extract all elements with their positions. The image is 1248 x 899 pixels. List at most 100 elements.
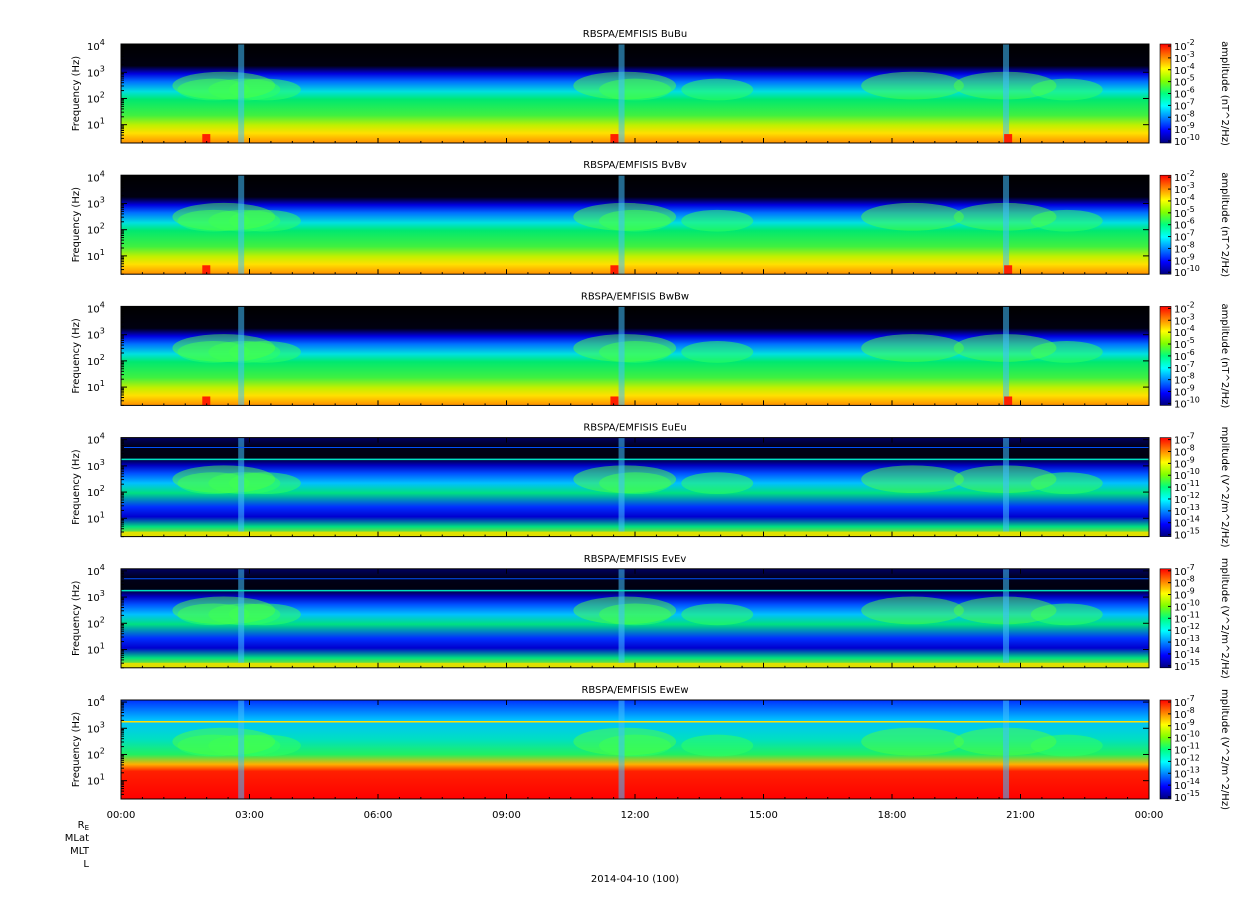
spectrogram-panel: RBSPA/EMFISIS BwBw 104 103 102 101 Frequency … [71, 291, 1230, 410]
perigee-crossing-stripe [238, 175, 245, 275]
low-frequency-enhancement [1004, 134, 1013, 143]
y-axis-label: Frequency (Hz) [71, 581, 82, 657]
y-tick-label: 102 [87, 90, 105, 105]
perigee-crossing-stripe [618, 175, 625, 275]
low-frequency-enhancement [202, 134, 211, 143]
perigee-crossing-stripe [618, 306, 625, 406]
y-tick-label: 104 [87, 300, 105, 315]
y-tick-label: 104 [87, 169, 105, 184]
low-frequency-enhancement [610, 134, 619, 143]
chorus-patch [573, 202, 677, 231]
y-tick-label: 101 [87, 248, 105, 263]
chorus-patch [573, 334, 677, 362]
spectrogram-panel: RBSPA/EMFISIS EvEv 104 103 102 101 Frequency … [71, 554, 1230, 679]
perigee-crossing-stripe [618, 44, 625, 143]
y-tick-label: 104 [87, 432, 105, 447]
spectrogram-panel: RBSPA/EMFISIS EwEw 104 103 102 101 Frequency … [71, 685, 1230, 810]
low-frequency-enhancement [610, 396, 619, 406]
colorbar-label: mplitude (V^2/m^2/Hz) [1219, 558, 1230, 679]
x-tick-label: 15:00 [749, 810, 778, 821]
x-tick-label: 09:00 [492, 810, 521, 821]
spectrogram-panels: RBSPA/EMFISIS BuBu 104 103 102 101 Frequency … [71, 29, 1230, 821]
colorbar-label: mplitude (V^2/m^2/Hz) [1219, 689, 1230, 810]
y-tick-label: 101 [87, 641, 105, 656]
perigee-crossing-stripe [238, 437, 245, 537]
chorus-patch [573, 465, 677, 494]
y-tick-label: 103 [87, 720, 105, 735]
perigee-crossing-stripe [1003, 568, 1010, 668]
chorus-patch [172, 465, 276, 494]
perigee-crossing-stripe [1003, 44, 1010, 143]
chorus-patch [573, 71, 677, 100]
chorus-patch [172, 596, 276, 625]
y-axis-label: Frequency (Hz) [71, 187, 82, 263]
perigee-crossing-stripe [1003, 700, 1010, 799]
perigee-crossing-stripe [1003, 306, 1010, 406]
x-tick-label: 03:00 [235, 810, 264, 821]
spectrogram-panel: RBSPA/EMFISIS BuBu 104 103 102 101 Frequency … [71, 29, 1230, 148]
colorbar-label: amplitude (nT^2/Hz) [1219, 303, 1230, 408]
ephemeris-label-re: RE [40, 820, 89, 834]
perigee-crossing-stripe [238, 44, 245, 143]
wave-emission-band [681, 734, 754, 757]
chorus-patch [172, 71, 276, 100]
x-tick-label: 12:00 [621, 810, 650, 821]
y-tick-label: 102 [87, 746, 105, 761]
ephemeris-label-l: L [83, 859, 89, 870]
perigee-crossing-stripe [238, 306, 245, 406]
chorus-patch [861, 465, 964, 494]
spectrogram-panel: RBSPA/EMFISIS EuEu 104 103 102 101 Frequency … [71, 423, 1230, 548]
panel-title: RBSPA/EMFISIS EwEw [581, 685, 688, 696]
y-tick-label: 104 [87, 694, 105, 709]
chorus-patch [573, 596, 677, 625]
wave-emission-band [681, 603, 754, 626]
x-tick-label: 21:00 [1006, 810, 1035, 821]
low-frequency-enhancement [1004, 265, 1013, 275]
perigee-crossing-stripe [238, 568, 245, 668]
chorus-patch [861, 727, 964, 756]
perigee-crossing-stripe [618, 568, 625, 668]
ephemeris-label-mlt: MLT [70, 846, 89, 857]
panel-title: RBSPA/EMFISIS BuBu [583, 29, 687, 40]
chorus-patch [172, 727, 276, 756]
wave-emission-band [681, 341, 754, 363]
y-tick-label: 103 [87, 64, 105, 79]
y-tick-label: 102 [87, 222, 105, 237]
y-axis-label: Frequency (Hz) [71, 449, 82, 525]
perigee-crossing-stripe [1003, 437, 1010, 537]
y-tick-label: 103 [87, 195, 105, 210]
ephemeris-label-re-text: R [77, 820, 85, 831]
y-tick-label: 102 [87, 484, 105, 499]
y-tick-label: 104 [87, 563, 105, 578]
x-tick-label: 00:00 [1135, 810, 1164, 821]
y-axis-label: Frequency (Hz) [71, 56, 82, 132]
chorus-patch [172, 334, 276, 362]
y-axis-label: Frequency (Hz) [71, 712, 82, 788]
date-label: 2014-04-10 (100) [590, 874, 680, 885]
wave-emission-band [681, 472, 754, 495]
y-tick-label: 103 [87, 458, 105, 473]
low-frequency-enhancement [202, 396, 211, 406]
chorus-patch [861, 596, 964, 625]
ephemeris-label-re-subscript: E [84, 824, 89, 832]
panel-title: RBSPA/EMFISIS EuEu [583, 423, 686, 434]
chorus-patch [573, 727, 677, 756]
y-tick-label: 101 [87, 379, 105, 394]
perigee-crossing-stripe [618, 700, 625, 799]
y-tick-label: 104 [87, 38, 105, 53]
x-tick-label: 00:00 [107, 810, 136, 821]
colorbar-label: amplitude (nT^2/Hz) [1219, 172, 1230, 277]
x-tick-label: 18:00 [878, 810, 907, 821]
colorbar-label: mplitude (V^2/m^2/Hz) [1219, 427, 1230, 548]
ephemeris-label-mlat: MLat [64, 833, 89, 844]
y-axis-label: Frequency (Hz) [71, 318, 82, 394]
chorus-patch [172, 202, 276, 231]
y-tick-label: 101 [87, 117, 105, 132]
low-frequency-enhancement [610, 265, 619, 275]
x-tick-label: 06:00 [364, 810, 393, 821]
spectrogram-panel: RBSPA/EMFISIS BvBv 104 103 102 101 Frequency … [71, 160, 1230, 279]
wave-emission-band [681, 78, 754, 101]
y-tick-label: 102 [87, 615, 105, 630]
y-tick-label: 103 [87, 589, 105, 604]
